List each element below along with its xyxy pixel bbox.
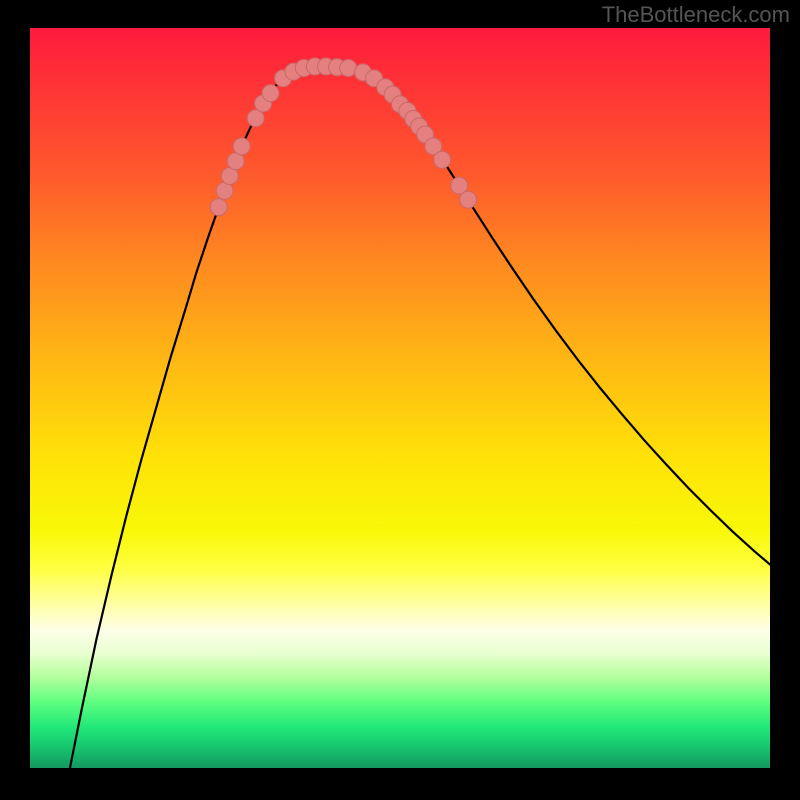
marker-group bbox=[210, 58, 476, 216]
bottleneck-curve-chart bbox=[30, 28, 770, 768]
plot-area bbox=[30, 28, 770, 768]
data-marker bbox=[460, 191, 477, 208]
data-marker bbox=[233, 138, 250, 155]
data-marker bbox=[262, 85, 279, 102]
curve-line bbox=[70, 66, 770, 768]
data-marker bbox=[210, 199, 227, 216]
watermark-text: TheBottleneck.com bbox=[602, 2, 790, 28]
data-marker bbox=[434, 151, 451, 168]
plot-frame bbox=[17, 28, 783, 783]
